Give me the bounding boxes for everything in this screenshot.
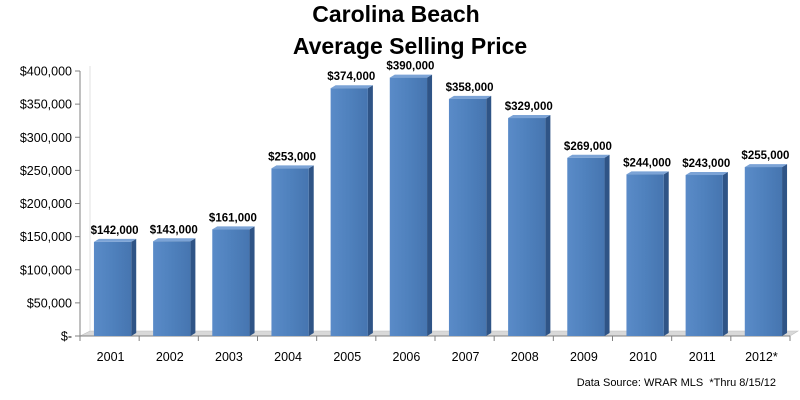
- x-tick-label: 2004: [274, 350, 302, 364]
- bar-top: [330, 85, 373, 89]
- bar: [212, 226, 255, 336]
- x-tick-label: 2005: [333, 350, 361, 364]
- bar: [330, 85, 373, 336]
- x-tick-label: 2007: [452, 350, 480, 364]
- x-tick-label: 2002: [156, 350, 184, 364]
- bar-front: [685, 175, 723, 336]
- bar: [744, 164, 788, 336]
- x-tick-label: 2012*: [745, 350, 778, 364]
- y-tick-label: $400,000: [20, 65, 72, 79]
- y-tick-label: $150,000: [20, 230, 72, 244]
- bar-data-label: $253,000: [268, 151, 316, 163]
- bar-front: [93, 241, 132, 336]
- bar-top: [212, 226, 255, 230]
- y-axis-ticks: $- $50,000 $100,000 $150,000 $200,000 $250,00…: [20, 65, 80, 344]
- bar-side: [722, 172, 728, 336]
- bar: [626, 171, 669, 336]
- bar-top: [567, 154, 610, 158]
- bar-data-label: $161,000: [209, 212, 257, 224]
- bar-front: [448, 98, 487, 336]
- y-tick-label: $100,000: [20, 263, 72, 277]
- bar-side: [545, 115, 551, 336]
- bar-front: [567, 157, 605, 336]
- bar-side: [131, 238, 137, 336]
- bar-top: [153, 238, 196, 242]
- x-tick-label: 2001: [97, 350, 125, 364]
- bar-top: [744, 164, 788, 168]
- bar-data-label: $390,000: [386, 61, 434, 73]
- bar-side: [367, 85, 373, 336]
- bar-front: [153, 241, 191, 336]
- x-tick-label: 2003: [215, 350, 243, 364]
- bar: [508, 115, 551, 336]
- x-tick-label: 2009: [570, 350, 598, 364]
- bar-data-label: $244,000: [623, 157, 671, 169]
- bar-data-label: $269,000: [564, 141, 612, 153]
- bar: [153, 238, 196, 336]
- bar-data-label: $243,000: [682, 158, 730, 170]
- x-axis-ticks: 2001 2002 2003 2004 2005 2006 2007 2008 2009 2010…: [79, 336, 791, 364]
- bar-top: [271, 165, 314, 169]
- bar-data-label: $374,000: [327, 71, 375, 83]
- bar-top: [93, 238, 137, 242]
- bar-front: [330, 88, 368, 336]
- y-tick-label: $350,000: [20, 98, 72, 112]
- y-tick-label: $50,000: [27, 296, 72, 310]
- bar-top: [685, 172, 728, 176]
- bar-side: [190, 238, 196, 336]
- x-tick-label: 2011: [689, 350, 716, 364]
- bar-front: [271, 168, 309, 336]
- bar-side: [308, 165, 314, 336]
- bar-front: [508, 118, 546, 336]
- bar-top: [448, 95, 492, 99]
- y-tick-label: $200,000: [20, 197, 72, 211]
- bar: [93, 238, 137, 336]
- bar-front: [212, 229, 250, 336]
- bar: [271, 165, 314, 336]
- bars: [93, 74, 788, 336]
- source-note: Data Source: WRAR MLS *Thru 8/15/12: [577, 377, 776, 389]
- bar-side: [427, 74, 433, 336]
- bar-side: [249, 226, 255, 336]
- bar-data-label: $255,000: [741, 150, 789, 162]
- chart-subtitle: Average Selling Price: [293, 33, 527, 59]
- bar-top: [626, 171, 669, 175]
- chart-title: Carolina Beach: [312, 1, 479, 27]
- bar-side: [663, 171, 669, 336]
- bar: [389, 74, 433, 336]
- bar-front: [389, 77, 428, 336]
- bar-side: [782, 164, 788, 336]
- y-tick-label: $250,000: [20, 164, 72, 178]
- data-labels: $142,000 $143,000 $161,000 $253,000 $374,000…: [91, 61, 790, 237]
- bar-data-label: $358,000: [446, 82, 494, 94]
- x-tick-label: 2008: [511, 350, 539, 364]
- bar-data-label: $143,000: [150, 224, 198, 236]
- x-tick-label: 2010: [629, 350, 657, 364]
- bar-side: [604, 154, 610, 336]
- bar: [685, 172, 728, 336]
- y-tick-label: $300,000: [20, 131, 72, 145]
- bar-data-label: $142,000: [91, 225, 139, 237]
- bar-front: [626, 174, 664, 336]
- bar: [567, 154, 610, 336]
- bar-data-label: $329,000: [505, 101, 553, 113]
- bar-side: [486, 95, 492, 336]
- y-tick-label: $-: [61, 330, 72, 344]
- bar-front: [744, 167, 783, 336]
- bar-top: [508, 115, 551, 119]
- x-tick-label: 2006: [393, 350, 421, 364]
- bar: [448, 95, 492, 336]
- bar-top: [389, 74, 433, 78]
